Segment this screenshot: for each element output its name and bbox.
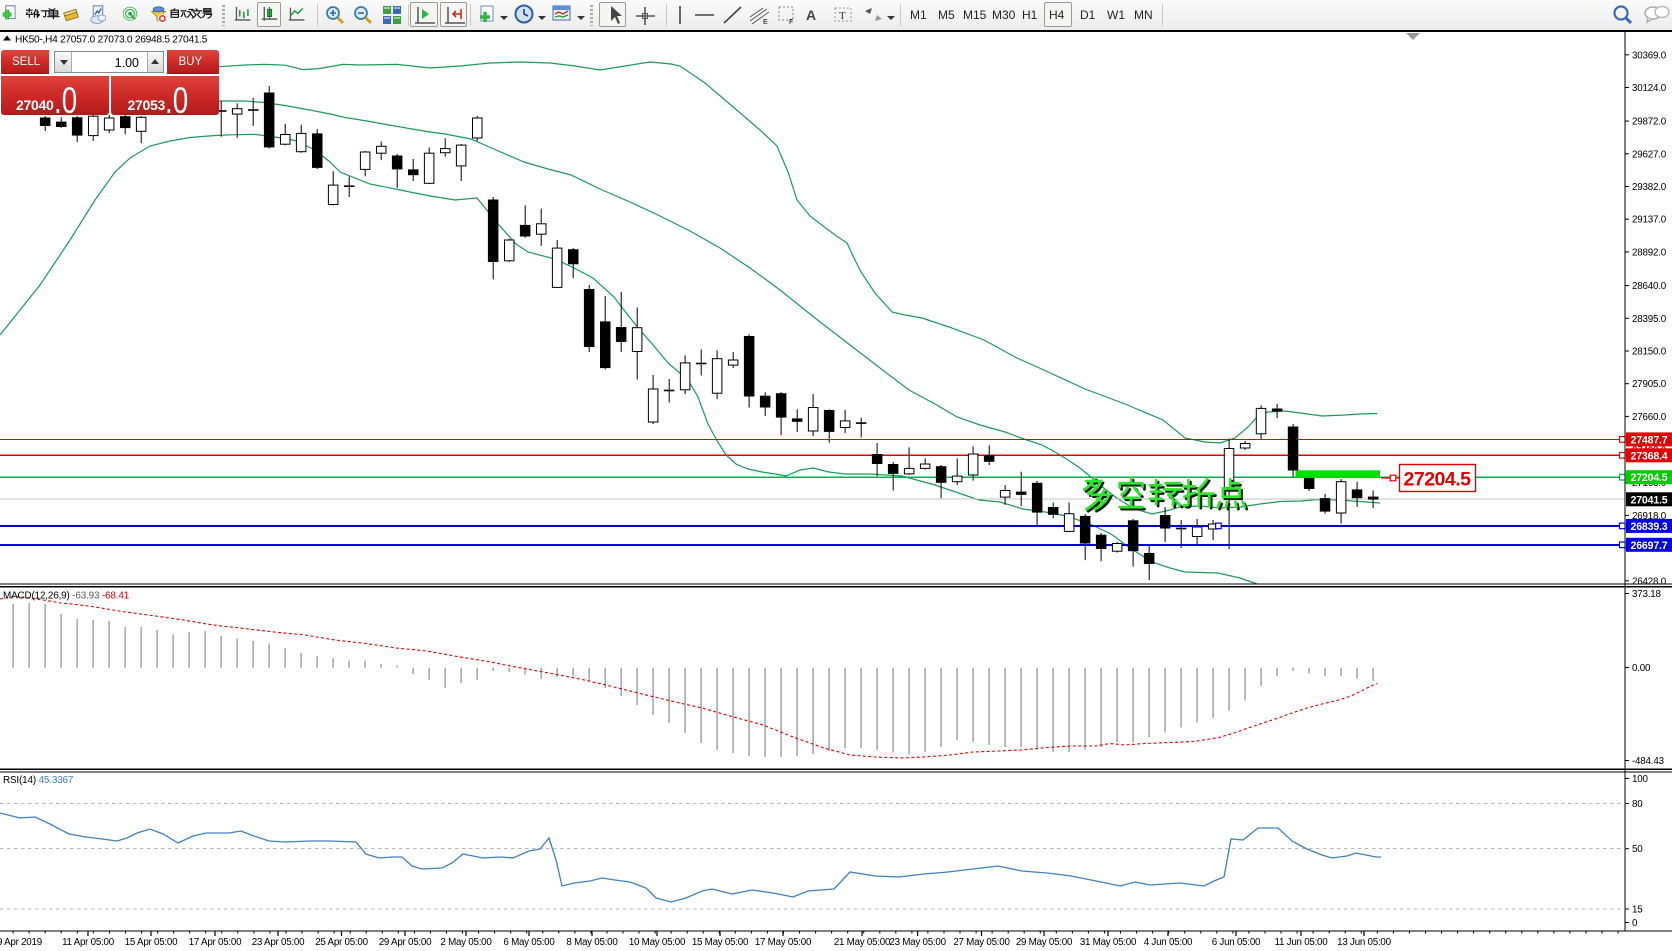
svg-text:50: 50 <box>1632 844 1643 855</box>
svg-text:29 May 05:00: 29 May 05:00 <box>1016 937 1073 948</box>
svg-text:23 May 05:00: 23 May 05:00 <box>889 937 946 948</box>
svg-text:4 Jun 05:00: 4 Jun 05:00 <box>1144 937 1193 948</box>
svg-text:15 Apr 05:00: 15 Apr 05:00 <box>125 937 178 948</box>
svg-text:26918.0: 26918.0 <box>1632 511 1667 522</box>
svg-text:27905.0: 27905.0 <box>1632 379 1667 390</box>
svg-text:11 Apr 05:00: 11 Apr 05:00 <box>62 937 115 948</box>
svg-text:15 May 05:00: 15 May 05:00 <box>692 937 749 948</box>
svg-text:29872.0: 29872.0 <box>1632 117 1667 128</box>
svg-text:26697.7: 26697.7 <box>1631 540 1668 552</box>
svg-text:-484.43: -484.43 <box>1632 756 1665 767</box>
svg-text:11 Jun 05:00: 11 Jun 05:00 <box>1275 937 1329 948</box>
svg-text:28395.0: 28395.0 <box>1632 314 1667 325</box>
svg-text:28150.0: 28150.0 <box>1632 347 1667 358</box>
svg-text:RSI(14) 45.3367: RSI(14) 45.3367 <box>3 775 73 786</box>
svg-text:6 Jun 05:00: 6 Jun 05:00 <box>1212 937 1261 948</box>
svg-text:25 Apr 05:00: 25 Apr 05:00 <box>315 937 368 948</box>
svg-text:27660.0: 27660.0 <box>1632 412 1667 423</box>
svg-text:373.18: 373.18 <box>1632 589 1662 600</box>
svg-text:29382.0: 29382.0 <box>1632 182 1667 193</box>
svg-text:15: 15 <box>1632 905 1643 916</box>
svg-text:0.00: 0.00 <box>1632 663 1651 674</box>
svg-text:80: 80 <box>1632 799 1643 810</box>
svg-text:100: 100 <box>1632 774 1648 785</box>
svg-text:27204.5: 27204.5 <box>1404 469 1472 491</box>
svg-text:31 May 05:00: 31 May 05:00 <box>1080 937 1137 948</box>
svg-text:8 May 05:00: 8 May 05:00 <box>566 937 618 948</box>
svg-text:21 May 05:00: 21 May 05:00 <box>834 937 891 948</box>
svg-text:29137.0: 29137.0 <box>1632 215 1667 226</box>
svg-text:13 Jun 05:00: 13 Jun 05:00 <box>1337 937 1391 948</box>
svg-text:27041.5: 27041.5 <box>1631 494 1668 506</box>
svg-text:9 Apr 2019: 9 Apr 2019 <box>0 937 42 948</box>
svg-text:17 Apr 05:00: 17 Apr 05:00 <box>189 937 242 948</box>
svg-text:30124.0: 30124.0 <box>1632 83 1667 94</box>
svg-text:27368.4: 27368.4 <box>1631 450 1668 462</box>
svg-text:28640.0: 28640.0 <box>1632 281 1667 292</box>
svg-text:0: 0 <box>1632 918 1638 929</box>
svg-text:27204.5: 27204.5 <box>1631 472 1668 484</box>
svg-text:26839.3: 26839.3 <box>1631 521 1668 533</box>
svg-text:17 May 05:00: 17 May 05:00 <box>755 937 812 948</box>
svg-text:MACD(12,26,9) -63.93 -68.41: MACD(12,26,9) -63.93 -68.41 <box>3 591 130 602</box>
svg-text:2 May 05:00: 2 May 05:00 <box>440 937 492 948</box>
svg-text:E: E <box>763 19 768 26</box>
svg-text:29627.0: 29627.0 <box>1632 149 1667 160</box>
svg-text:29 Apr 05:00: 29 Apr 05:00 <box>379 937 432 948</box>
svg-text:6 May 05:00: 6 May 05:00 <box>503 937 555 948</box>
svg-text:26428.0: 26428.0 <box>1632 576 1667 587</box>
svg-text:30369.0: 30369.0 <box>1632 50 1667 61</box>
svg-text:27 May 05:00: 27 May 05:00 <box>953 937 1010 948</box>
svg-text:T: T <box>839 10 846 22</box>
svg-text:23 Apr 05:00: 23 Apr 05:00 <box>252 937 305 948</box>
svg-text:HK50-,H4 27057.0 27073.0 2694: HK50-,H4 27057.0 27073.0 26948.5 27041.5 <box>15 34 208 45</box>
svg-text:F: F <box>789 19 793 26</box>
svg-text:10 May 05:00: 10 May 05:00 <box>629 937 686 948</box>
svg-text:27487.7: 27487.7 <box>1631 434 1668 446</box>
svg-text:28892.0: 28892.0 <box>1632 247 1667 258</box>
